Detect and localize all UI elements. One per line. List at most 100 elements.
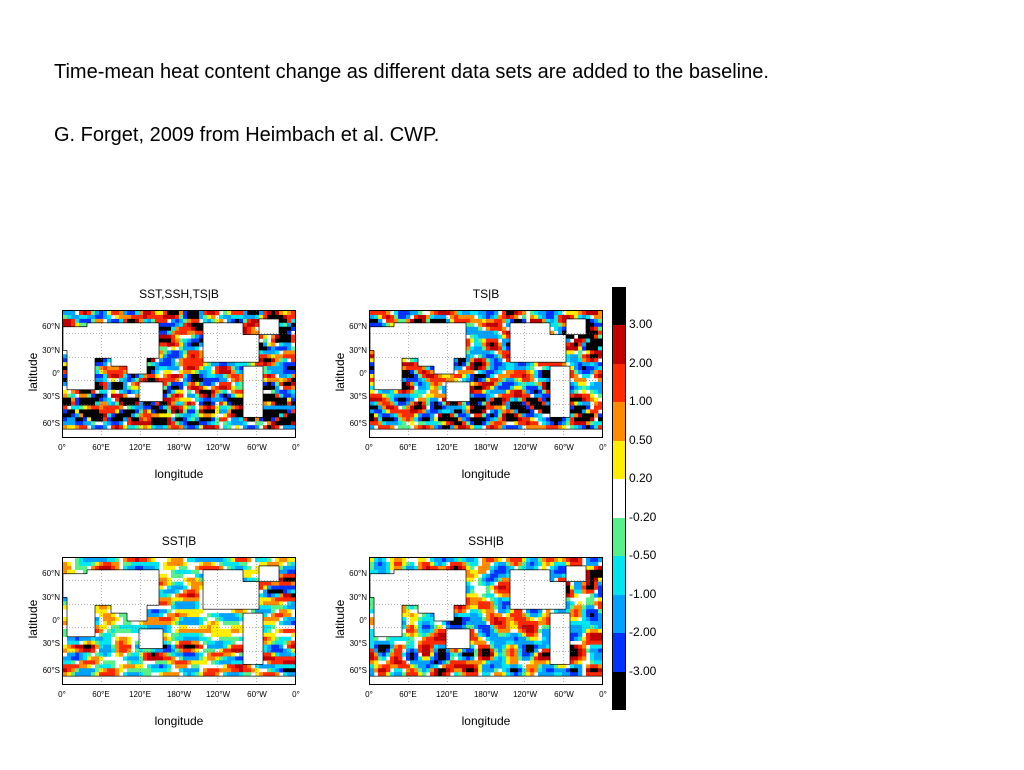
heat-content-cell	[574, 417, 578, 421]
heat-content-cell	[454, 362, 458, 366]
heat-content-cell	[586, 417, 590, 421]
heat-content-cell	[211, 645, 215, 649]
heat-content-cell	[562, 417, 566, 421]
heat-content-cell	[251, 570, 255, 574]
heat-content-cell	[267, 370, 271, 374]
heat-content-cell	[414, 413, 418, 417]
heat-content-cell	[550, 323, 554, 327]
heat-content-cell	[135, 311, 139, 315]
heat-content-cell	[227, 649, 231, 653]
heat-content-cell	[223, 394, 227, 398]
heat-content-cell	[175, 409, 179, 413]
heat-content-cell	[131, 558, 135, 562]
heat-content-cell	[179, 327, 183, 331]
heat-content-cell	[550, 562, 554, 566]
heat-content-cell	[191, 378, 195, 382]
heat-content-cell	[287, 617, 291, 621]
heat-content-cell	[267, 597, 271, 601]
heat-content-cell	[506, 409, 510, 413]
heat-content-cell	[115, 382, 119, 386]
heat-content-cell	[478, 315, 482, 319]
heat-content-cell	[179, 649, 183, 653]
heat-content-cell	[474, 621, 478, 625]
heat-content-cell	[151, 311, 155, 315]
heat-content-cell	[434, 409, 438, 413]
heat-content-cell	[518, 402, 522, 406]
heat-content-cell	[594, 402, 598, 406]
heat-content-cell	[370, 406, 374, 410]
heat-content-cell	[426, 421, 430, 425]
heat-content-cell	[522, 366, 526, 370]
heat-content-cell	[490, 653, 494, 657]
heat-content-cell	[207, 653, 211, 657]
heat-content-cell	[510, 621, 514, 625]
heat-content-cell	[566, 582, 570, 586]
heat-content-cell	[147, 374, 151, 378]
heat-content-cell	[478, 409, 482, 413]
heat-content-cell	[586, 354, 590, 358]
heat-content-cell	[167, 566, 171, 570]
heat-content-cell	[510, 653, 514, 657]
heat-content-cell	[598, 402, 602, 406]
heat-content-cell	[231, 402, 235, 406]
heat-content-cell	[590, 586, 594, 590]
heat-content-cell	[502, 390, 506, 394]
heat-content-cell	[526, 629, 530, 633]
heat-content-cell	[574, 621, 578, 625]
heat-content-cell	[203, 668, 207, 672]
heat-content-cell	[167, 609, 171, 613]
y-tick-label: 0°	[36, 616, 60, 626]
heat-content-cell	[275, 378, 279, 382]
heat-content-cell	[502, 343, 506, 347]
heat-content-cell	[498, 406, 502, 410]
heat-content-cell	[410, 311, 414, 315]
heat-content-cell	[227, 421, 231, 425]
heat-content-cell	[199, 382, 203, 386]
heat-content-cell	[506, 394, 510, 398]
heat-content-cell	[191, 590, 195, 594]
heat-content-cell	[99, 315, 103, 319]
heat-content-cell	[394, 402, 398, 406]
heat-content-cell	[287, 339, 291, 343]
heat-content-cell	[490, 390, 494, 394]
heat-content-cell	[410, 605, 414, 609]
heat-content-cell	[167, 413, 171, 417]
heat-content-cell	[267, 593, 271, 597]
heat-content-cell	[510, 406, 514, 410]
heat-content-cell	[283, 597, 287, 601]
heat-content-cell	[382, 409, 386, 413]
heat-content-cell	[482, 370, 486, 374]
heat-content-cell	[498, 343, 502, 347]
heat-content-cell	[502, 319, 506, 323]
heat-content-cell	[506, 319, 510, 323]
heat-content-cell	[263, 597, 267, 601]
heat-content-cell	[470, 586, 474, 590]
heat-content-cell	[498, 578, 502, 582]
heat-content-cell	[211, 409, 215, 413]
heat-content-cell	[486, 398, 490, 402]
heat-content-cell	[470, 406, 474, 410]
heat-content-cell	[546, 315, 550, 319]
heat-content-cell	[291, 570, 295, 574]
heat-content-cell	[275, 421, 279, 425]
heat-content-cell	[574, 311, 578, 315]
heat-content-cell	[582, 586, 586, 590]
heat-content-cell	[486, 390, 490, 394]
heat-content-cell	[570, 398, 574, 402]
heat-content-cell	[370, 645, 374, 649]
heat-content-cell	[470, 633, 474, 637]
heat-content-cell	[570, 354, 574, 358]
heat-content-cell	[235, 558, 239, 562]
heat-content-cell	[502, 653, 506, 657]
heat-content-cell	[227, 629, 231, 633]
heat-content-cell	[382, 641, 386, 645]
heat-content-cell	[422, 633, 426, 637]
heat-content-cell	[275, 617, 279, 621]
heat-content-cell	[586, 374, 590, 378]
heat-content-cell	[582, 374, 586, 378]
heat-content-cell	[119, 394, 123, 398]
heat-content-cell	[458, 656, 462, 660]
heat-content-cell	[275, 394, 279, 398]
heat-content-cell	[598, 335, 602, 339]
heat-content-cell	[111, 558, 115, 562]
